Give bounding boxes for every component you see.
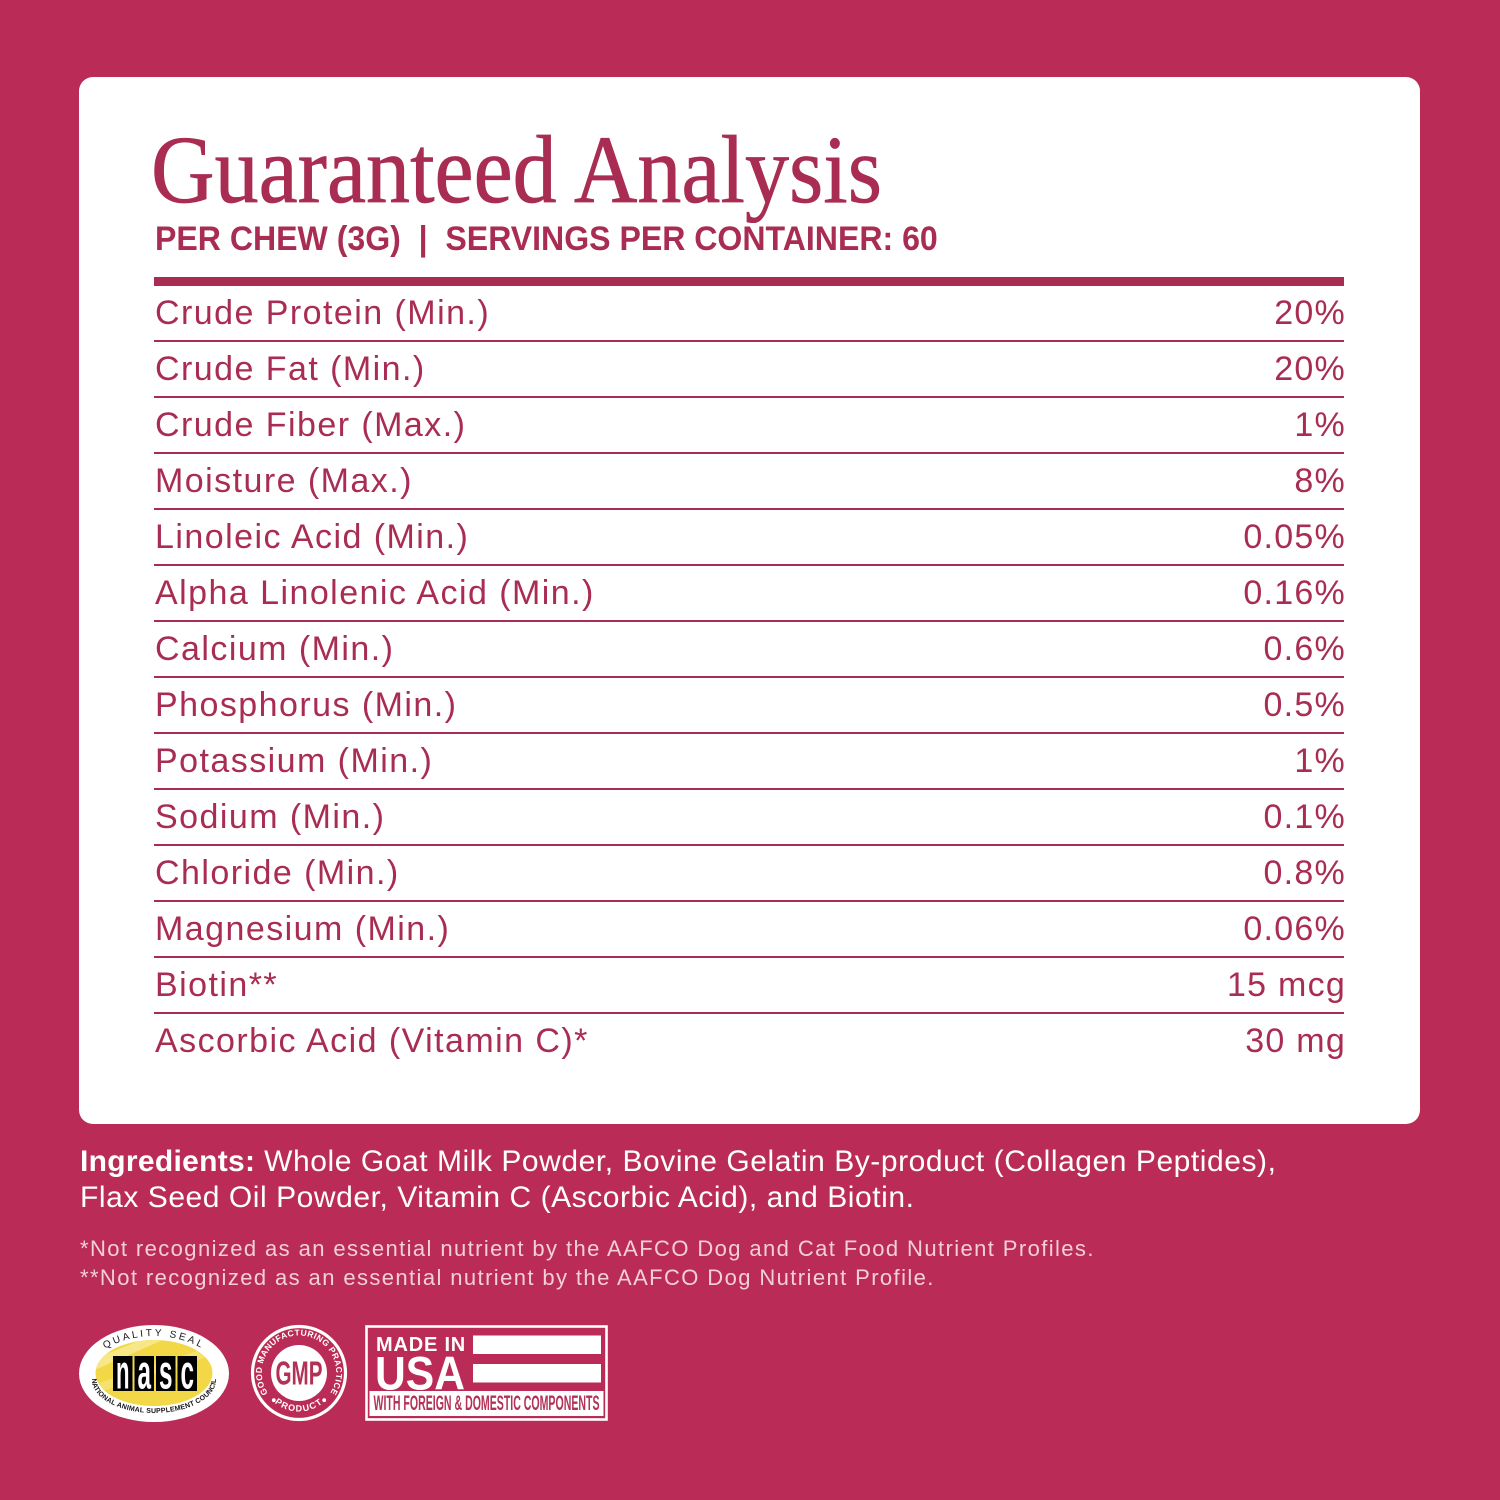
svg-text:USA: USA	[375, 1347, 465, 1400]
svg-text:WITH FOREIGN & DOMESTIC COMPON: WITH FOREIGN & DOMESTIC COMPONENTS	[374, 1391, 600, 1415]
svg-text:GMP: GMP	[276, 1355, 323, 1392]
svg-text:a: a	[138, 1347, 152, 1400]
svg-text:s: s	[159, 1347, 173, 1400]
svg-text:c: c	[181, 1347, 195, 1400]
svg-text:n: n	[116, 1347, 130, 1400]
svg-text:MADE IN: MADE IN	[376, 1334, 466, 1356]
